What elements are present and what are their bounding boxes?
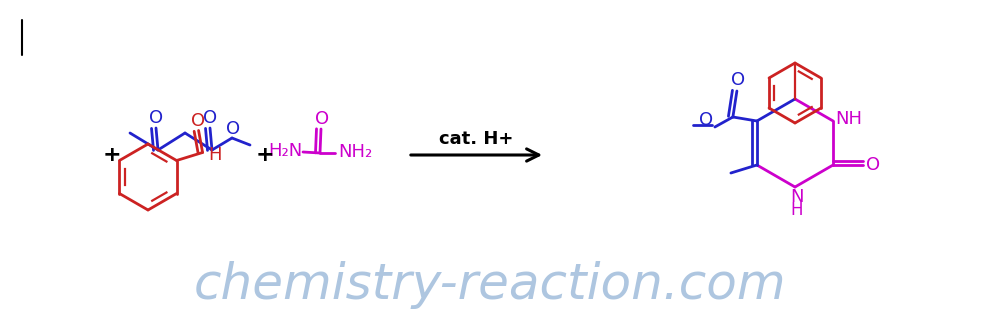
Text: N: N — [790, 188, 804, 206]
Text: H₂N: H₂N — [268, 142, 302, 160]
Text: O: O — [731, 71, 745, 89]
Text: O: O — [203, 109, 217, 127]
Text: H: H — [791, 201, 803, 219]
Text: NH₂: NH₂ — [338, 143, 372, 161]
Text: chemistry-reaction.com: chemistry-reaction.com — [194, 261, 786, 309]
Text: O: O — [698, 111, 713, 129]
Text: H: H — [208, 146, 222, 163]
Text: +: + — [102, 145, 121, 165]
Text: O: O — [226, 120, 240, 138]
Text: O: O — [149, 109, 164, 127]
Text: O: O — [866, 156, 881, 174]
Text: O: O — [315, 110, 329, 128]
Text: cat. H+: cat. H+ — [438, 130, 513, 148]
Text: NH: NH — [835, 110, 863, 128]
Text: +: + — [256, 145, 274, 165]
Text: O: O — [190, 111, 205, 129]
